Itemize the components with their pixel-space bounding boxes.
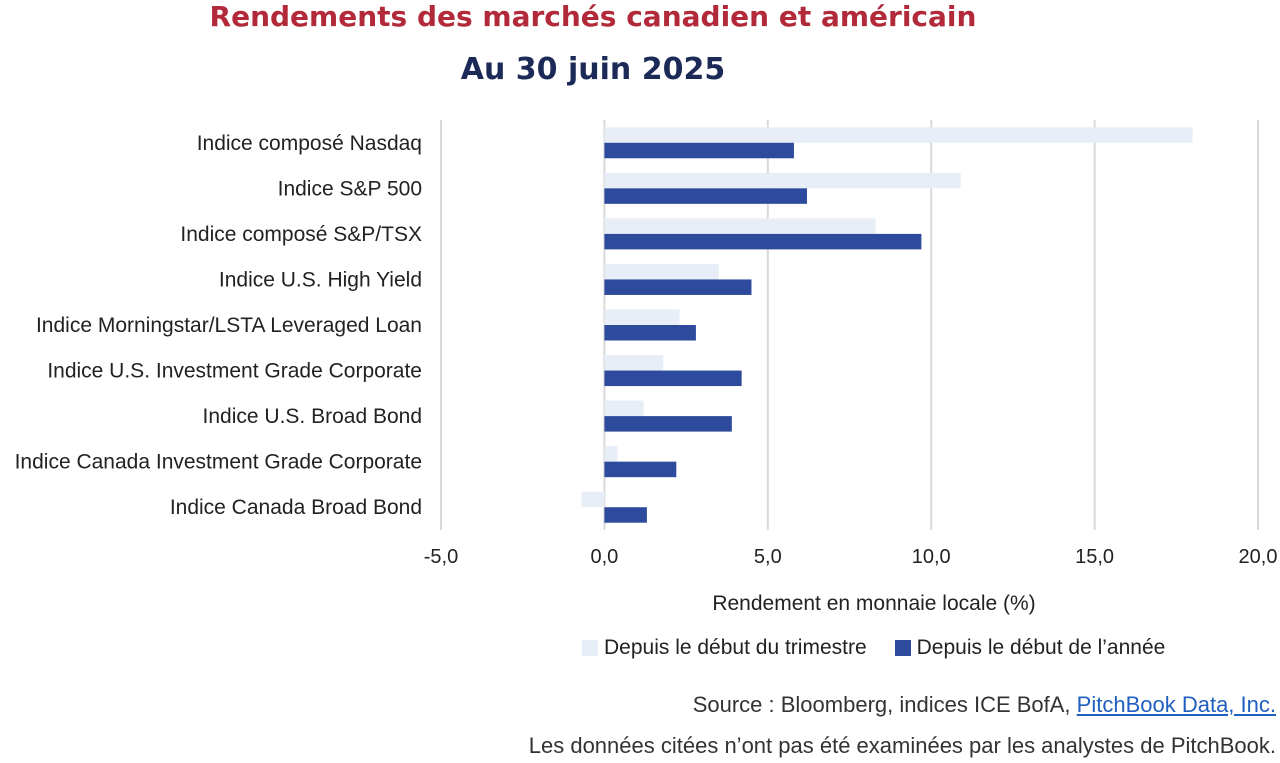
legend-item-quarter: Depuis le début du trimestre — [582, 636, 867, 660]
category-label: Indice U.S. Broad Bond — [203, 405, 422, 428]
source-link[interactable]: PitchBook Data, Inc. — [1076, 692, 1276, 717]
legend-swatch-quarter — [582, 640, 598, 656]
bar-year — [604, 279, 752, 295]
bar-year — [604, 188, 808, 204]
bar-year — [604, 507, 647, 523]
category-label: Indice U.S. Investment Grade Corporate — [47, 360, 422, 383]
bar-quarter — [604, 263, 719, 280]
bar-year — [604, 370, 742, 387]
x-tick-labels: -5,0 0,0 5,0 10,0 15,0 20,0 — [424, 546, 1278, 568]
x-tick-label: -5,0 — [424, 546, 458, 568]
source-text: Source : Bloomberg, indices ICE BofA, — [692, 692, 1077, 717]
bar-year — [604, 233, 922, 250]
chart-title: Rendements des marchés canadien et améri… — [209, 0, 977, 33]
bar-quarter — [604, 446, 618, 462]
bar-quarter — [604, 127, 1193, 143]
x-tick-label: 20,0 — [1239, 546, 1278, 568]
bar-year — [604, 325, 696, 341]
x-tick-label: 0,0 — [590, 546, 618, 568]
category-labels: Indice composé Nasdaq Indice S&P 500 Indic… — [15, 132, 422, 519]
category-label: Indice composé S&P/TSX — [180, 223, 422, 246]
bar-year — [604, 416, 732, 432]
x-axis-title: Rendement en monnaie locale (%) — [712, 592, 1035, 615]
category-label: Indice Morningstar/LSTA Leveraged Loan — [36, 314, 422, 337]
category-label: Indice S&P 500 — [278, 177, 422, 200]
bar-quarter — [581, 491, 605, 508]
category-label: Indice composé Nasdaq — [197, 132, 422, 155]
bar-quarter — [604, 172, 961, 189]
legend-label-quarter: Depuis le début du trimestre — [604, 636, 867, 659]
legend-swatch-year — [894, 640, 911, 656]
bars — [581, 127, 1193, 523]
x-tick-label: 10,0 — [912, 546, 951, 568]
category-label: Indice Canada Investment Grade Corporate — [15, 451, 422, 474]
bar-quarter — [604, 400, 644, 417]
chart-subtitle: Au 30 juin 2025 — [460, 52, 726, 87]
bar-quarter — [604, 309, 680, 325]
category-label: Indice U.S. High Yield — [219, 268, 422, 291]
x-tick-label: 15,0 — [1075, 546, 1114, 568]
x-tick-label: 5,0 — [754, 546, 782, 568]
legend: Depuis le début du trimestre Depuis le d… — [582, 636, 1193, 660]
gridlines — [440, 120, 1259, 530]
disclaimer-note: Les données citées n’ont pas été examiné… — [528, 733, 1276, 758]
legend-label-year: Depuis le début de l’année — [916, 636, 1166, 659]
bar-year — [604, 461, 677, 478]
legend-item-year: Depuis le début de l’année — [894, 636, 1166, 660]
bar-quarter — [604, 355, 664, 371]
bar-chart: Indice composé Nasdaq Indice S&P 500 Indic… — [15, 120, 1278, 615]
category-label: Indice Canada Broad Bond — [170, 496, 422, 519]
source-line: Source : Bloomberg, indices ICE BofA, Pi… — [693, 692, 1276, 718]
bar-year — [604, 142, 794, 159]
bar-quarter — [604, 218, 876, 234]
